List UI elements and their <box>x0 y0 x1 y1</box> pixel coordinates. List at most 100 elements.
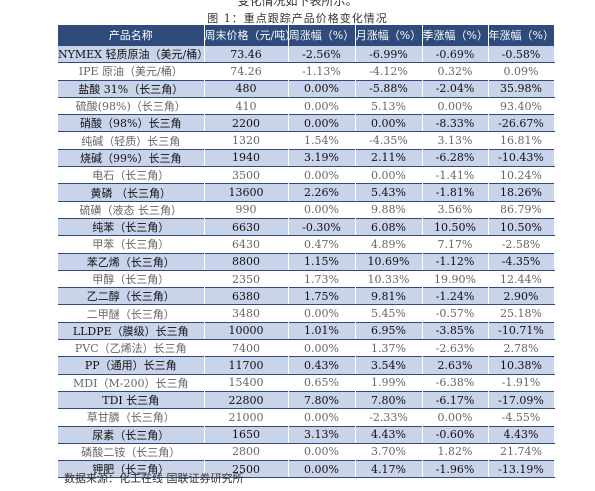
cell-month: 7.80% <box>355 390 423 410</box>
header-price: 周末价格（元/吨） <box>204 25 289 46</box>
cell-price: 7400 <box>204 339 289 357</box>
table-row: 乙二醇（长三角） 6380 1.75% 9.81% -1.24% 2.90% <box>58 287 555 306</box>
table-row: 盐酸 31%（长三角） 480 0.00% -5.88% -2.04% 35.98% <box>58 79 555 98</box>
intro-text: 变化情况如下表所示。 <box>237 0 358 8</box>
cell-quarter: 0.00% <box>422 97 489 115</box>
cell-week: 7.80% <box>288 390 356 410</box>
table-body: NYMEX 轻质原油（美元/桶） 73.46 -2.56% -6.99% -0.69% -… <box>58 44 555 479</box>
cell-month: 0.00% <box>355 114 423 133</box>
cell-name: 钾肥（长三角） <box>58 460 205 479</box>
cell-quarter: -6.17% <box>422 390 489 410</box>
cell-name: 电石（长三角） <box>58 166 205 184</box>
cell-month: -6.99% <box>355 44 423 64</box>
cell-price: 1320 <box>204 131 289 150</box>
cell-name: PP（通用）长三角 <box>58 356 205 375</box>
cell-week: 3.19% <box>288 148 356 168</box>
cell-name: 硫酸(98%)（长三角） <box>58 97 205 115</box>
header-week: 周涨幅（%） <box>288 25 356 46</box>
cell-quarter: 1.82% <box>422 443 489 461</box>
cell-year: 2.78% <box>488 339 555 357</box>
cell-week: 0.00% <box>288 443 356 461</box>
cell-quarter: -0.57% <box>422 304 489 323</box>
cell-month: 6.95% <box>355 321 423 341</box>
cell-price: 990 <box>204 201 289 219</box>
cell-week: 2.26% <box>288 183 356 202</box>
header-product: 产品名称 <box>58 25 205 46</box>
cell-month: 9.88% <box>355 201 423 219</box>
cell-year: -4.35% <box>488 252 555 271</box>
cell-month: 9.81% <box>355 287 423 306</box>
cell-year: 10.50% <box>488 217 555 237</box>
cell-price: 11700 <box>204 356 289 375</box>
cell-year: -13.19% <box>488 460 555 479</box>
cell-name: 硫磺（液态 长三角） <box>58 201 205 219</box>
cell-year: 16.81% <box>488 131 555 150</box>
cell-name: PVC（乙烯法）长三角 <box>58 339 205 357</box>
cell-month: 1.99% <box>355 374 423 392</box>
cell-month: 5.43% <box>355 183 423 202</box>
header-quarter: 季涨幅（%） <box>422 25 489 46</box>
cell-quarter: -3.85% <box>422 321 489 341</box>
cell-month: 4.43% <box>355 425 423 444</box>
cell-quarter: -1.96% <box>422 460 489 479</box>
cell-week: 0.00% <box>288 97 356 115</box>
table-row: 尿素（长三角） 1650 3.13% 4.43% -0.60% 4.43% <box>58 425 555 444</box>
header-year: 年涨幅（%） <box>488 25 555 46</box>
cell-week: 0.00% <box>288 460 356 479</box>
cell-month: -4.35% <box>355 131 423 150</box>
cell-name: 磷酸二铵（长三角） <box>58 443 205 461</box>
cell-week: 0.47% <box>288 235 356 254</box>
cell-quarter: -1.81% <box>422 183 489 202</box>
cell-quarter: -1.12% <box>422 252 489 271</box>
cell-quarter: -1.24% <box>422 287 489 306</box>
cell-price: 2200 <box>204 114 289 133</box>
cell-week: 1.73% <box>288 270 356 288</box>
cell-price: 6380 <box>204 287 289 306</box>
cell-month: 6.08% <box>355 217 423 237</box>
cell-month: 5.13% <box>355 97 423 115</box>
table-row: NYMEX 轻质原油（美元/桶） 73.46 -2.56% -6.99% -0.69% -… <box>58 44 555 64</box>
table-row: TDI 长三角 22800 7.80% 7.80% -6.17% -17.09% <box>58 390 555 410</box>
cell-price: 410 <box>204 97 289 115</box>
cell-quarter: -1.41% <box>422 166 489 184</box>
cell-name: 纯苯（长三角） <box>58 217 205 237</box>
cell-price: 8800 <box>204 252 289 271</box>
cell-month: 4.89% <box>355 235 423 254</box>
cell-name: 纯碱（轻质）长三角 <box>58 131 205 150</box>
cell-name: 硝酸（98%）长三角 <box>58 114 205 133</box>
cell-month: 1.37% <box>355 339 423 357</box>
header-month: 月涨幅（%） <box>355 25 423 46</box>
cell-year: 35.98% <box>488 79 555 98</box>
cell-price: 15400 <box>204 374 289 392</box>
data-source: 数据来源：化工在线 国联证券研究所 <box>64 472 244 485</box>
cell-name: MDI（M-200）长三角 <box>58 374 205 392</box>
cell-name: 尿素（长三角） <box>58 425 205 444</box>
cell-year: -26.67% <box>488 114 555 133</box>
table-row: 甲苯（长三角） 6430 0.47% 4.89% 7.17% -2.58% <box>58 235 555 254</box>
cell-name: 乙二醇（长三角） <box>58 287 205 306</box>
cell-quarter: -0.60% <box>422 425 489 444</box>
cell-name: 盐酸 31%（长三角） <box>58 79 205 98</box>
cell-week: 1.75% <box>288 287 356 306</box>
cell-quarter: -6.38% <box>422 374 489 392</box>
cell-quarter: -2.63% <box>422 339 489 357</box>
table-row: 草甘膦（长三角） 21000 0.00% -2.33% 0.00% -4.55% <box>58 408 555 427</box>
cell-quarter: 19.90% <box>422 270 489 288</box>
cell-week: 0.65% <box>288 374 356 392</box>
cell-year: 4.43% <box>488 425 555 444</box>
cell-month: 3.70% <box>355 443 423 461</box>
cell-price: 21000 <box>204 408 289 427</box>
cell-week: 0.43% <box>288 356 356 375</box>
cell-week: -2.56% <box>288 44 356 64</box>
cell-quarter: 7.17% <box>422 235 489 254</box>
cell-price: 6430 <box>204 235 289 254</box>
table-row: 钾肥（长三角） 2500 0.00% 4.17% -1.96% -13.19% <box>58 460 555 479</box>
cell-month: 0.00% <box>355 166 423 184</box>
cell-year: -10.43% <box>488 148 555 168</box>
cell-month: 10.69% <box>355 252 423 271</box>
cell-quarter: -0.69% <box>422 44 489 64</box>
cell-price: 10000 <box>204 321 289 341</box>
table-row: 甲醇（长三角） 2350 1.73% 10.33% 19.90% 12.44% <box>58 270 555 288</box>
cell-year: 25.18% <box>488 304 555 323</box>
cell-week: 0.00% <box>288 79 356 98</box>
